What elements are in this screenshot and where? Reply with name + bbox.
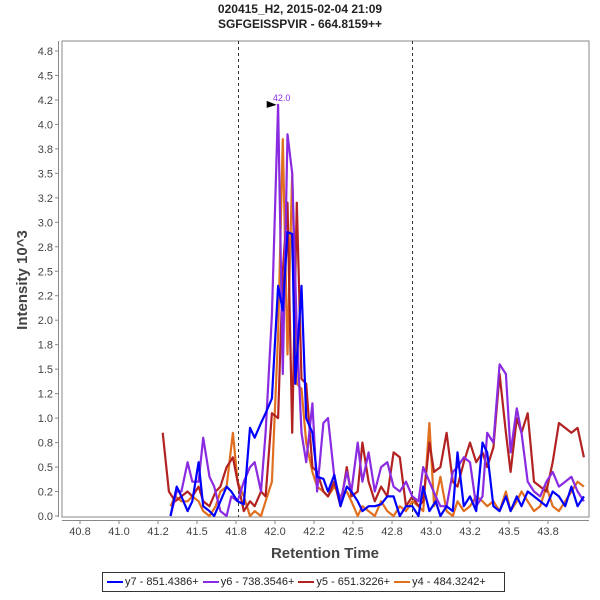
plot-area (61, 40, 590, 518)
legend-swatch (394, 581, 411, 583)
y-tick-label: 0.8 (38, 438, 53, 450)
y-tick-label: 2.2 (38, 291, 53, 303)
x-tick-label: 42.0 (264, 526, 285, 538)
y-tick-label: 0.5 (38, 462, 53, 474)
peak-label: 42.0 (273, 93, 291, 103)
x-axis-label: Retention Time (271, 545, 379, 562)
x-tick-label: 43.8 (537, 526, 558, 538)
y-tick-label: 3.2 (38, 193, 53, 205)
y-tick-label: 1.8 (38, 340, 53, 352)
x-tick-label: 41.8 (225, 526, 246, 538)
legend-item: y6 - 738.3546+ (202, 576, 295, 588)
legend-swatch (107, 581, 123, 583)
peak-marker-icon (266, 100, 277, 108)
series-line-y7 (169, 231, 585, 517)
y-tick-label: 4.2 (38, 95, 53, 107)
x-tick-label: 43.5 (498, 526, 519, 538)
legend-item: y5 - 651.3226+ (298, 576, 390, 588)
y-tick-label: 1.5 (38, 364, 53, 376)
x-tick-label: 41.5 (186, 526, 207, 538)
y-tick-label: 1.0 (38, 413, 53, 425)
legend-label: y7 - 851.4386+ (125, 576, 199, 588)
y-tick-label: 2.0 (38, 315, 53, 327)
y-tick-label: 4.5 (38, 70, 53, 82)
x-tick-label: 41.0 (108, 526, 129, 538)
chart-legend: y7 - 851.4386+ y6 - 738.3546+ y5 - 651.322… (102, 572, 505, 592)
legend-label: y6 - 738.3546+ (220, 576, 295, 588)
legend-item: y7 - 851.4386+ (107, 576, 199, 588)
y-tick-label: 0.0 (38, 511, 53, 523)
y-tick-label: 4.8 (38, 46, 53, 58)
legend-item: y4 - 484.3242+ (394, 576, 486, 588)
x-tick-label: 42.2 (303, 526, 324, 538)
legend-swatch (298, 581, 315, 583)
chart-subtitle: SGFGEISSPVIR - 664.8159++ (217, 17, 383, 31)
y-tick-label: 0.2 (38, 487, 53, 499)
y-tick-label: 2.5 (38, 266, 53, 278)
y-tick-label: 4.0 (38, 119, 53, 131)
legend-label: y4 - 484.3242+ (412, 576, 486, 588)
y-tick-label: 2.8 (38, 242, 53, 254)
y-tick-label: 1.2 (38, 389, 53, 401)
x-tick-label: 42.8 (381, 526, 402, 538)
x-tick-label: 43.0 (420, 526, 441, 538)
x-tick-label: 40.8 (69, 526, 90, 538)
y-tick-label: 3.8 (38, 144, 53, 156)
y-axis-label: Intensity 10^3 (14, 230, 31, 330)
legend-swatch (202, 581, 219, 583)
chart-title: 020415_H2, 2015-02-04 21:09 (217, 2, 383, 16)
legend-label: y5 - 651.3226+ (316, 576, 391, 588)
y-tick-label: 3.5 (38, 168, 53, 180)
x-tick-label: 43.2 (459, 526, 480, 538)
x-tick-label: 42.5 (342, 526, 363, 538)
x-tick-label: 41.2 (147, 526, 168, 538)
y-tick-label: 3.0 (38, 217, 53, 229)
